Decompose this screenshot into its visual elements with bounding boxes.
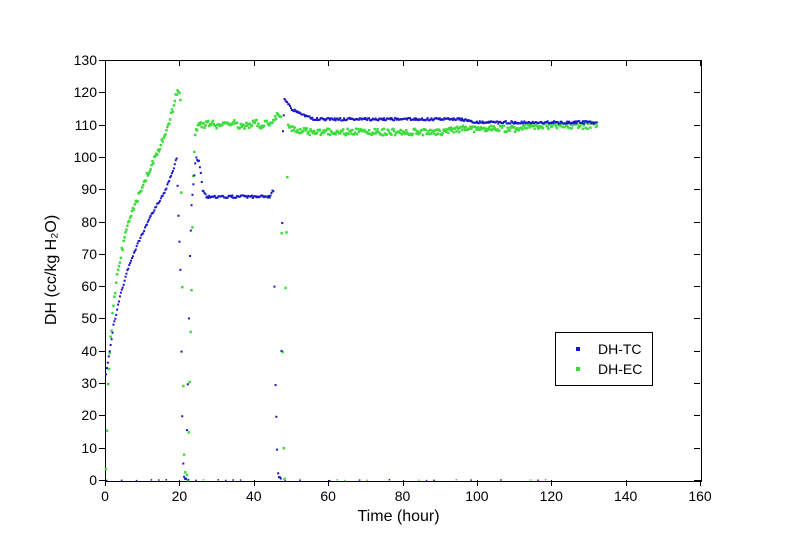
y-tick-label: 0 (69, 472, 97, 488)
y-tick-label: 100 (69, 149, 97, 165)
series-DH-EC (105, 89, 598, 481)
x-tick-label: 40 (246, 488, 262, 504)
x-tick-label: 20 (172, 488, 188, 504)
legend: DH-TC DH-EC (555, 332, 653, 386)
y-tick-label: 10 (69, 440, 97, 456)
legend-item: DH-TC (566, 339, 642, 359)
x-tick-label: 60 (320, 488, 336, 504)
legend-marker-icon (566, 367, 590, 371)
y-tick-label: 90 (69, 181, 97, 197)
y-tick-label: 60 (69, 278, 97, 294)
y-tick-label: 70 (69, 246, 97, 262)
y-tick-label: 30 (69, 375, 97, 391)
y-axis-label: DH (cc/kg H₂O) (43, 215, 61, 325)
x-tick-label: 120 (540, 488, 563, 504)
y-tick-label: 50 (69, 310, 97, 326)
x-tick-label: 100 (465, 488, 488, 504)
y-tick-label: 80 (69, 214, 97, 230)
legend-label: DH-TC (598, 341, 642, 357)
plot-area (105, 60, 702, 482)
legend-label: DH-EC (598, 361, 642, 377)
y-tick-label: 40 (69, 343, 97, 359)
x-tick-label: 0 (101, 488, 109, 504)
y-tick-label: 20 (69, 407, 97, 423)
y-tick-label: 120 (69, 84, 97, 100)
x-tick-label: 80 (395, 488, 411, 504)
series-layer (106, 61, 701, 481)
y-tick-label: 130 (69, 52, 97, 68)
x-tick-label: 140 (614, 488, 637, 504)
series-DH-TC (105, 98, 598, 480)
legend-marker-icon (566, 347, 590, 351)
x-tick-label: 160 (688, 488, 711, 504)
y-tick-label: 110 (69, 117, 97, 133)
legend-item: DH-EC (566, 359, 642, 379)
x-axis-label: Time (hour) (358, 508, 440, 526)
